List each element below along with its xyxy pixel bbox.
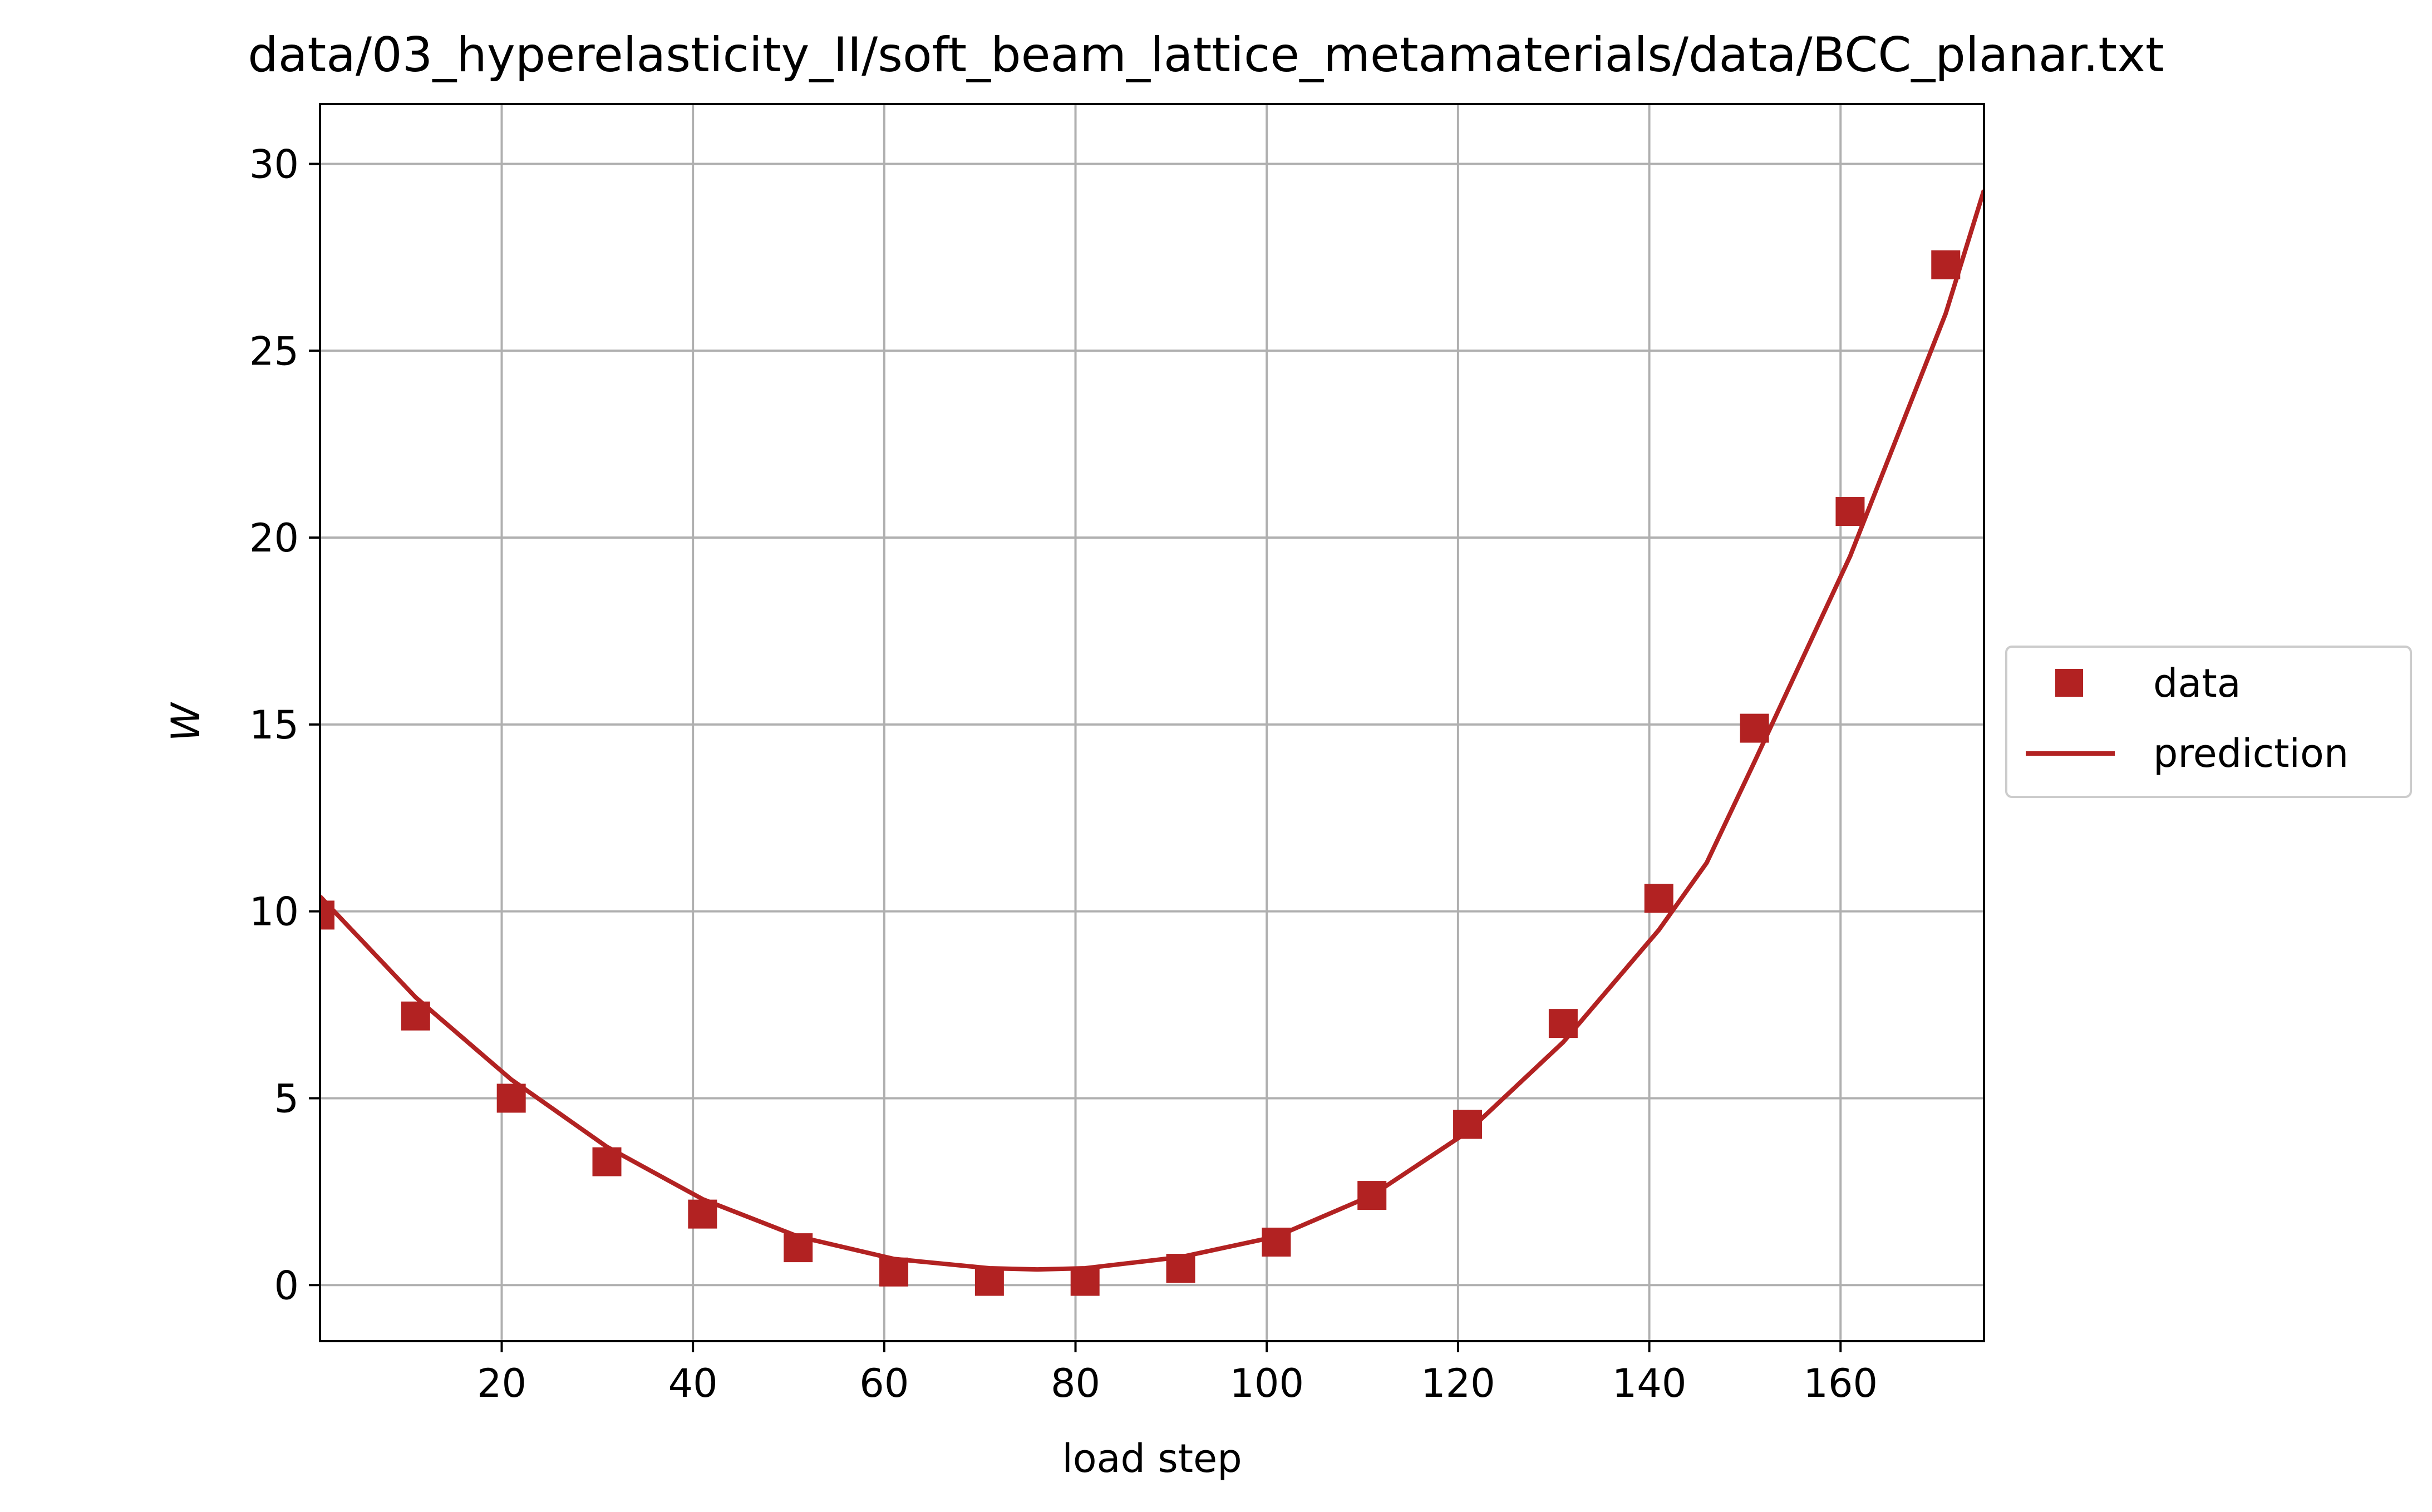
x-ticks: 20 40 60 80 100 120 140 160 — [477, 1341, 1878, 1406]
data-point — [879, 1257, 909, 1287]
data-point — [1644, 884, 1673, 913]
x-tick-label: 160 — [1803, 1361, 1878, 1406]
x-tick-label: 100 — [1229, 1361, 1304, 1406]
y-ticks: 0 5 10 15 20 25 30 — [249, 141, 320, 1308]
data-point — [1931, 250, 1961, 279]
chart-title: data/03_hyperelasticity_II/soft_beam_lat… — [248, 27, 2164, 83]
x-tick-label: 140 — [1612, 1361, 1687, 1406]
y-tick-label: 15 — [249, 702, 299, 748]
data-point — [401, 1001, 430, 1031]
plot-frame — [319, 103, 1985, 1342]
x-axis-label: load step — [1062, 1436, 1242, 1481]
data-point — [1835, 497, 1865, 526]
data-point — [592, 1147, 622, 1176]
data-point — [974, 1267, 1004, 1296]
x-tick-label: 60 — [859, 1361, 909, 1406]
y-tick-label: 30 — [249, 141, 299, 187]
x-tick-label: 20 — [477, 1361, 526, 1406]
data-point — [1548, 1009, 1578, 1038]
data-point — [320, 900, 334, 930]
grid — [320, 104, 1984, 1341]
legend-label-prediction: prediction — [2153, 731, 2349, 776]
data-point — [1357, 1181, 1387, 1210]
legend-marker-data — [2055, 669, 2083, 697]
y-tick-label: 10 — [249, 889, 299, 935]
x-tick-label: 120 — [1421, 1361, 1495, 1406]
y-axis-label: W — [163, 702, 209, 742]
data-point — [688, 1199, 717, 1229]
data-point — [1453, 1110, 1483, 1139]
legend: data prediction — [2005, 646, 2412, 798]
data-point — [1740, 713, 1769, 743]
y-tick-label: 5 — [274, 1076, 299, 1121]
data-point — [1262, 1228, 1291, 1257]
data-point — [1166, 1254, 1195, 1283]
y-tick-label: 0 — [274, 1263, 299, 1308]
marker-layer — [320, 250, 1961, 1296]
data-point — [1070, 1267, 1100, 1296]
data-point — [784, 1233, 813, 1263]
legend-label-data: data — [2153, 661, 2241, 706]
data-point — [496, 1083, 526, 1113]
y-tick-label: 25 — [249, 328, 299, 374]
y-tick-label: 20 — [249, 515, 299, 561]
legend-box — [2005, 646, 2412, 798]
x-tick-label: 80 — [1051, 1361, 1100, 1406]
x-tick-label: 40 — [668, 1361, 718, 1406]
